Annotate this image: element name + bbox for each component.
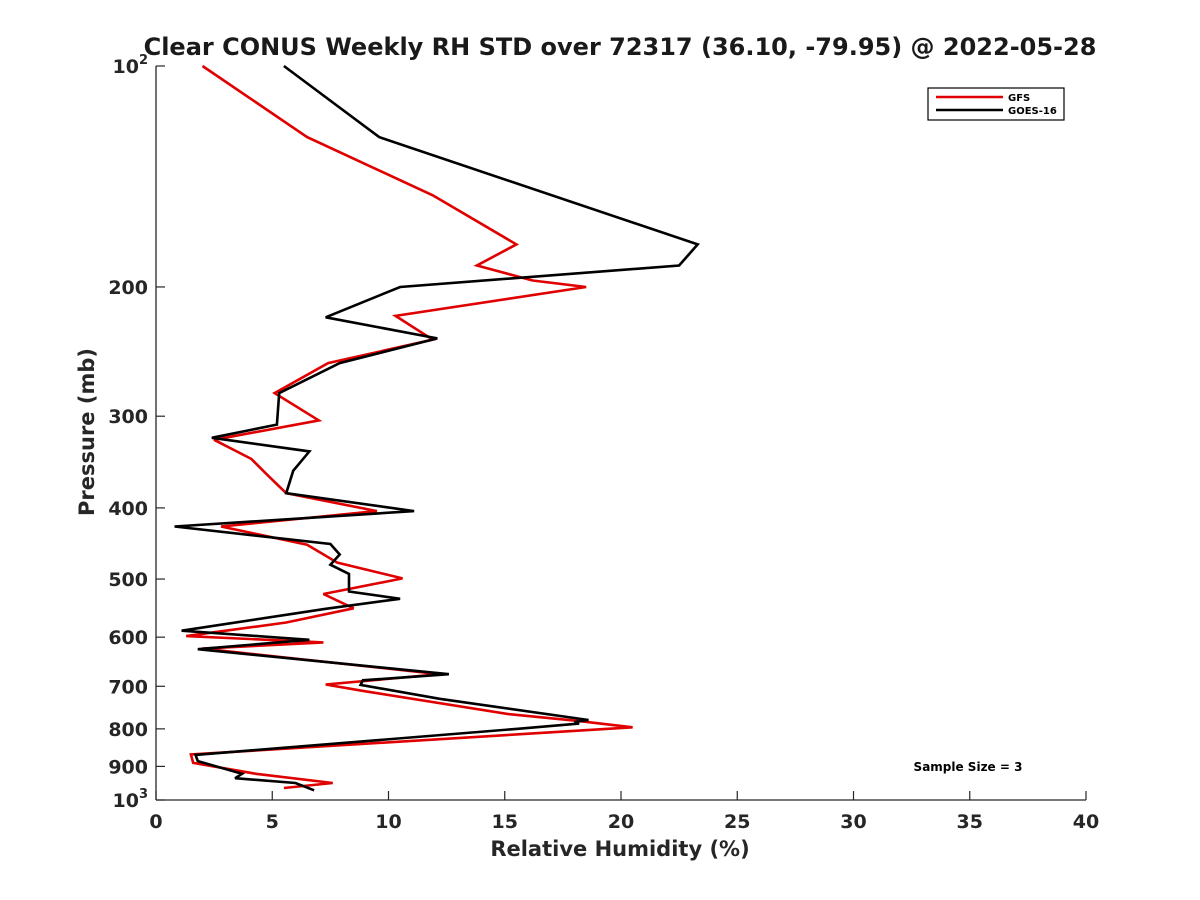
series-line-goes-16 bbox=[174, 64, 700, 792]
chart-title: Clear CONUS Weekly RH STD over 72317 (36… bbox=[144, 33, 1097, 61]
x-tick-label: 10 bbox=[375, 811, 401, 833]
y-axis-label: Pressure (mb) bbox=[75, 348, 99, 516]
series-layer bbox=[174, 64, 700, 792]
y-tick-label: 103 bbox=[113, 787, 149, 812]
x-tick-label: 20 bbox=[608, 811, 634, 833]
legend-label-gfs: GFS bbox=[1008, 93, 1030, 104]
y-tick-label: 200 bbox=[108, 277, 148, 299]
x-tick-label: 0 bbox=[149, 811, 162, 833]
x-axis-label: Relative Humidity (%) bbox=[490, 837, 749, 861]
x-tick-label: 35 bbox=[957, 811, 983, 833]
y-tick-label: 102 bbox=[113, 53, 149, 78]
axes: 0 5 10 15 20 25 30 35 40 102 200 300 400 500 600 700 800… bbox=[108, 53, 1099, 833]
legend: GFS GOES-16 bbox=[927, 87, 1065, 121]
x-tick-label: 25 bbox=[724, 811, 750, 833]
x-tick-label: 30 bbox=[840, 811, 866, 833]
x-tick-label: 40 bbox=[1073, 811, 1099, 833]
y-tick-label: 600 bbox=[108, 627, 148, 649]
y-tick-label: 300 bbox=[108, 406, 148, 428]
y-tick-label: 500 bbox=[108, 569, 148, 591]
y-tick-label: 700 bbox=[108, 676, 148, 698]
y-tick-label: 800 bbox=[108, 719, 148, 741]
y-tick-label: 400 bbox=[108, 498, 148, 520]
sample-size-annotation: Sample Size = 3 bbox=[914, 760, 1023, 774]
legend-box bbox=[927, 87, 1065, 121]
legend-label-goes16: GOES-16 bbox=[1008, 106, 1057, 117]
y-tick-label: 900 bbox=[108, 756, 148, 778]
series-line-gfs bbox=[186, 64, 633, 790]
x-tick-label: 15 bbox=[492, 811, 518, 833]
x-tick-label: 5 bbox=[266, 811, 279, 833]
